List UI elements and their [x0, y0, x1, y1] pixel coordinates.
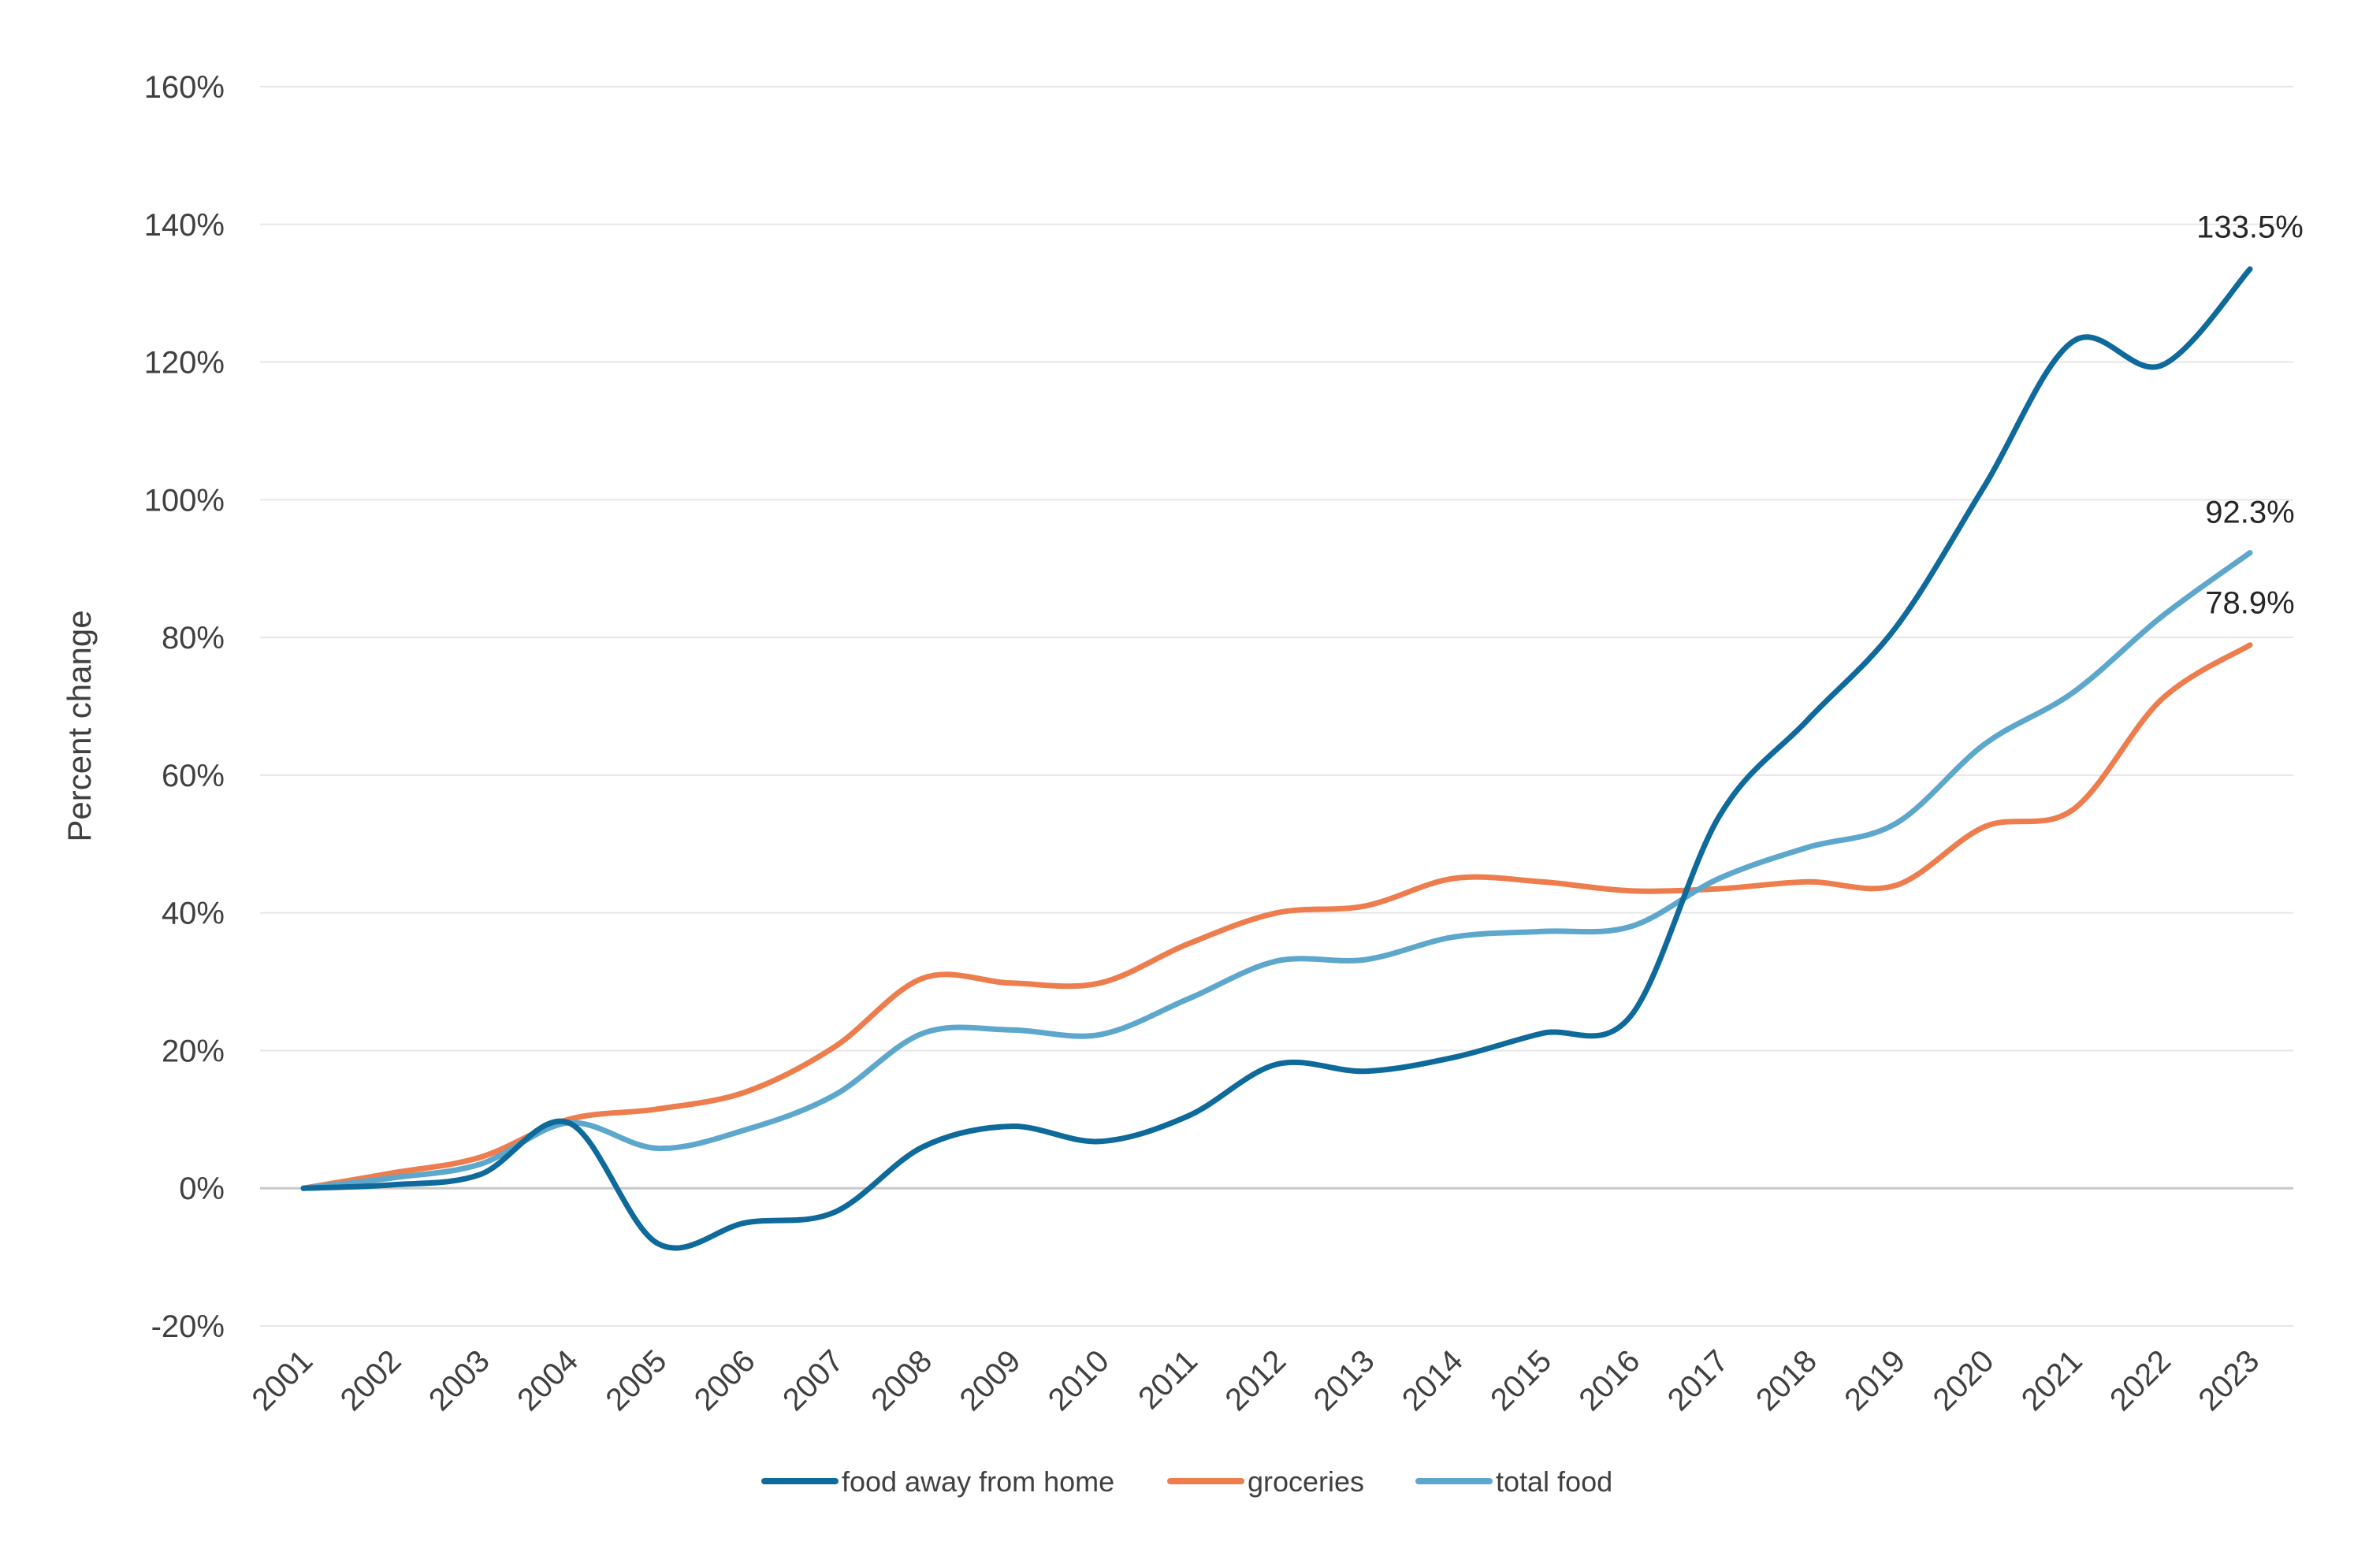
y-tick-label: 0%: [179, 1172, 225, 1206]
y-axis-ticks: -20% 0% 20% 40% 60% 80% 100% 120% 140% 160%: [144, 70, 225, 1344]
legend-label: groceries: [1248, 1465, 1364, 1498]
y-tick-label: 80%: [162, 621, 225, 655]
x-tick-label: 2010: [1042, 1343, 1116, 1417]
end-label-food-away-from-home: 133.5%: [2196, 210, 2304, 245]
x-tick-label: 2021: [2015, 1343, 2089, 1417]
x-tick-label: 2005: [599, 1343, 673, 1417]
series-lines: [300, 266, 2253, 1251]
x-tick-label: 2008: [865, 1343, 939, 1417]
series-line-groceries: [300, 642, 2253, 1191]
y-tick-label: 100%: [144, 483, 225, 518]
x-tick-label: 2018: [1750, 1343, 1824, 1417]
y-tick-label: 60%: [162, 759, 225, 793]
y-tick-label: 20%: [162, 1034, 225, 1068]
y-tick-label: 40%: [162, 897, 225, 931]
x-tick-label: 2001: [245, 1343, 319, 1417]
x-tick-label: 2022: [2103, 1343, 2177, 1417]
x-tick-label: 2016: [1572, 1343, 1646, 1417]
y-tick-label: 120%: [144, 346, 225, 381]
x-tick-label: 2006: [688, 1343, 762, 1417]
x-tick-label: 2007: [776, 1343, 850, 1417]
x-tick-label: 2020: [1927, 1343, 2001, 1417]
x-tick-label: 2002: [334, 1343, 408, 1417]
legend-label: total food: [1496, 1465, 1612, 1498]
x-axis-ticks: 2001 2002 2003 2004 2005 2006 2007 2008 2009 2010…: [245, 1343, 2266, 1417]
y-axis-title: Percent change: [61, 610, 98, 841]
x-tick-label: 2023: [2192, 1343, 2266, 1417]
legend: food away from home groceries total food: [761, 1465, 1612, 1498]
gridlines: [260, 86, 2293, 1327]
x-tick-label: 2004: [511, 1343, 585, 1417]
x-tick-label: 2015: [1484, 1343, 1558, 1417]
x-tick-label: 2009: [954, 1343, 1028, 1417]
y-tick-label: 160%: [144, 70, 225, 105]
x-tick-label: 2013: [1307, 1343, 1382, 1417]
end-label-total-food: 92.3%: [2205, 496, 2294, 530]
end-data-labels: 133.5% 78.9% 92.3%: [2196, 210, 2304, 621]
x-tick-label: 2017: [1661, 1343, 1735, 1417]
y-tick-label: -20%: [151, 1309, 225, 1344]
end-label-groceries: 78.9%: [2205, 586, 2294, 621]
x-tick-label: 2011: [1132, 1343, 1204, 1416]
y-tick-label: 140%: [144, 208, 225, 243]
x-tick-label: 2003: [422, 1343, 496, 1417]
x-tick-label: 2014: [1396, 1343, 1470, 1417]
x-tick-label: 2012: [1218, 1343, 1292, 1417]
series-line-food-away-from-home: [300, 266, 2253, 1251]
legend-label: food away from home: [842, 1465, 1114, 1498]
series-line-total-food: [300, 550, 2253, 1191]
x-tick-label: 2019: [1838, 1343, 1912, 1417]
